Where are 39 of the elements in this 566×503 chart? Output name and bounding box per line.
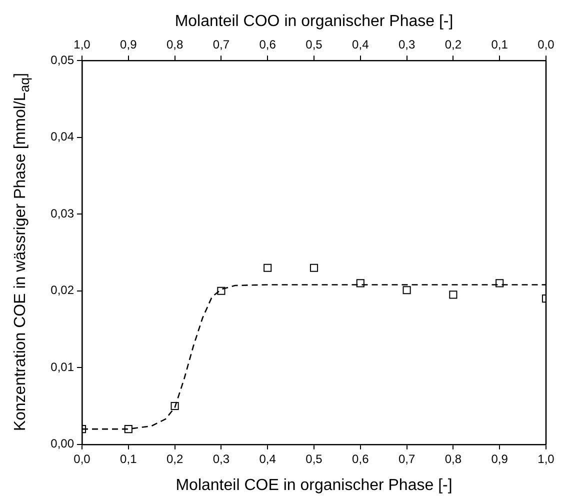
x-tick-label: 0,4	[259, 452, 276, 466]
x2-tick-label: 0,2	[444, 38, 462, 52]
point	[356, 279, 364, 288]
x-tick-label: 0,1	[120, 452, 138, 466]
point	[310, 264, 318, 272]
x-axis-title: Molanteil COE in organischer Phase [-]	[176, 476, 452, 494]
x2-tick-label: 1,0	[74, 38, 91, 52]
x2-tick-label: 0,5	[306, 38, 323, 52]
point	[449, 290, 458, 299]
point	[124, 425, 132, 434]
x2-tick-label: 0,4	[352, 38, 370, 52]
x-tick-label: 0,9	[491, 452, 508, 466]
x2-tick-label: 0,7	[212, 38, 230, 52]
x2-axis-title: Molanteil COO in organischer Phase [-]	[174, 13, 454, 30]
y-tick-label: 0,05	[50, 52, 74, 67]
x-tick-label: 0,8	[444, 452, 462, 466]
x2-tick-label: 0,8	[166, 38, 184, 52]
x2-tick-label: 0,6	[259, 38, 276, 52]
y-tick-label: 0,00	[50, 436, 74, 451]
x2-tick-label: 0,1	[491, 38, 508, 52]
y-tick-label: 0,03	[50, 206, 74, 220]
y-tick-label: 0,04	[50, 130, 74, 144]
x-tick-label: 0,6	[352, 452, 370, 466]
x2-tick-label: 0,3	[398, 38, 416, 52]
y-tick-label: 0,02	[50, 283, 74, 298]
x-tick-label: 0,0	[74, 452, 91, 466]
point	[264, 264, 272, 272]
x-tick-label: 0,7	[398, 452, 416, 466]
x-tick-label: 0,3	[212, 452, 230, 466]
point	[170, 402, 179, 410]
x-tick-label: 0,2	[166, 452, 184, 466]
point	[402, 286, 411, 294]
point	[496, 279, 504, 288]
x2-tick-label: 0,0	[538, 38, 555, 52]
x2-tick-label: 0,9	[120, 38, 138, 52]
x-tick-label: 0,5	[306, 452, 323, 466]
point	[217, 286, 226, 295]
y-tick-label: 0,01	[50, 360, 74, 374]
x-tick-label: 1,0	[538, 452, 555, 466]
